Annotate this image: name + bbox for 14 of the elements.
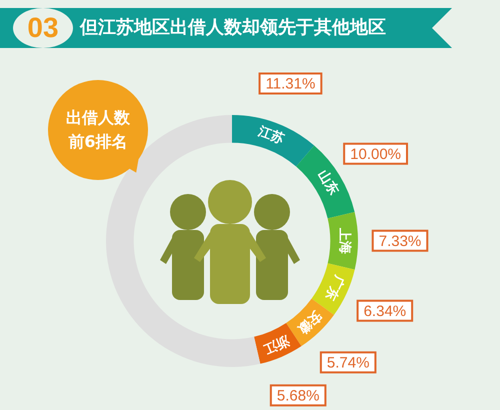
slice-label: 江苏 <box>255 124 286 148</box>
chart-title: 但江苏地区出借人数却领先于其他地区 <box>80 16 386 40</box>
slice-label: 安徽 <box>294 308 325 338</box>
data-label: 10.00% <box>350 146 402 163</box>
data-label: 6.34% <box>364 302 406 320</box>
slice-label: 上海 <box>336 226 352 254</box>
data-label: 7.33% <box>378 232 422 250</box>
slice-label: 广东 <box>322 272 348 303</box>
data-label: 11.31% <box>266 76 316 93</box>
data-label: 5.68% <box>276 388 320 405</box>
data-label: 5.74% <box>326 354 370 372</box>
slice-label: 山东 <box>314 167 342 198</box>
slice-label: 浙江 <box>261 332 292 356</box>
text: 03 <box>15 8 71 48</box>
